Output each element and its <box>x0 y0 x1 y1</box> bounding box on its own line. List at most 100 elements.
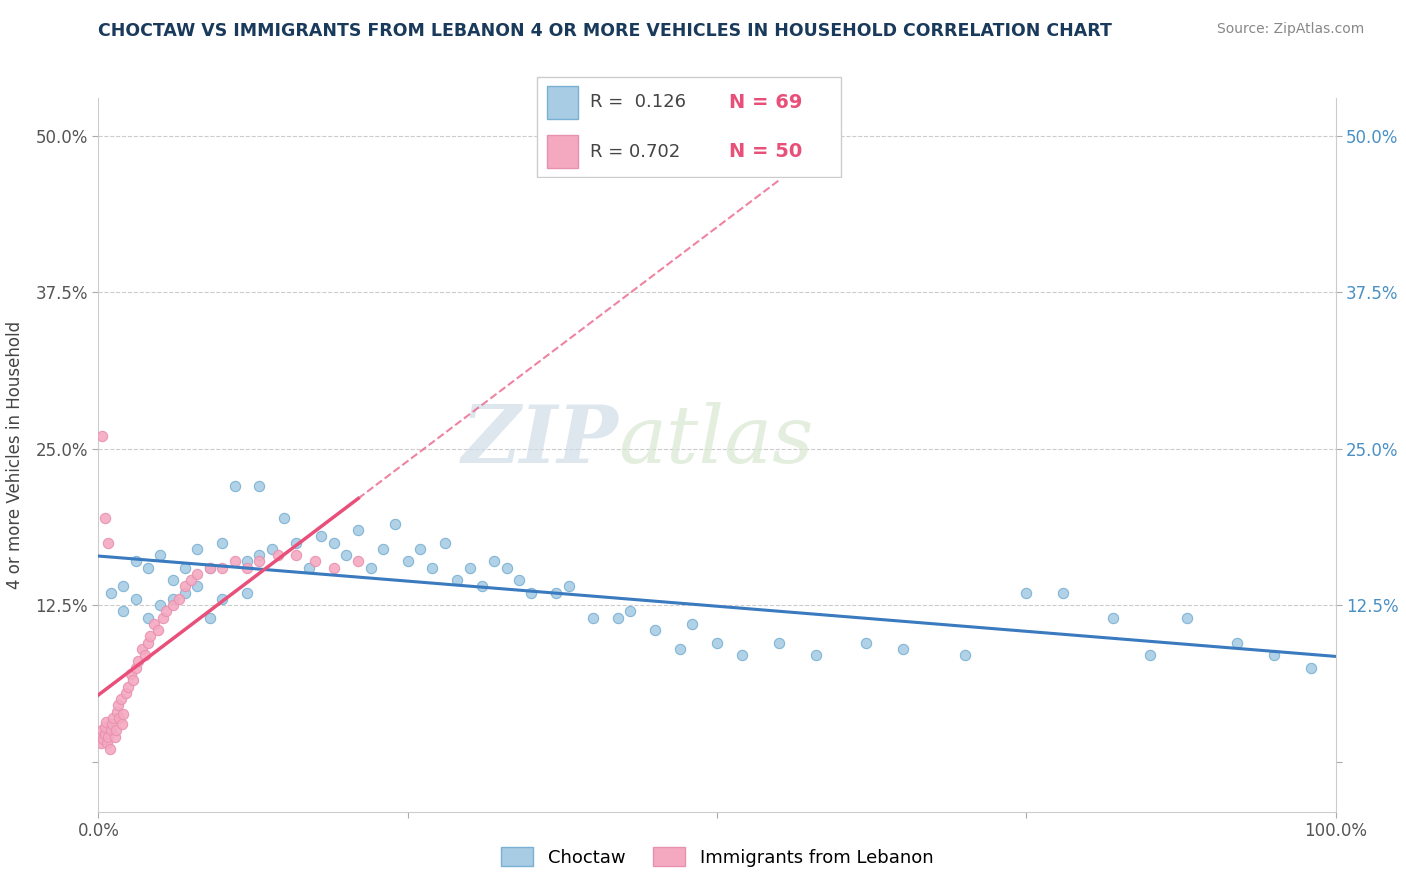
Point <box>471 579 494 593</box>
Point <box>1139 648 1161 663</box>
Point <box>247 548 270 562</box>
Point <box>236 554 259 568</box>
Point <box>143 616 166 631</box>
Point <box>458 560 481 574</box>
Point <box>131 642 153 657</box>
Point <box>94 714 117 729</box>
Point <box>891 642 914 657</box>
Point <box>360 560 382 574</box>
Point <box>211 535 233 549</box>
Text: CHOCTAW VS IMMIGRANTS FROM LEBANON 4 OR MORE VEHICLES IN HOUSEHOLD CORRELATION C: CHOCTAW VS IMMIGRANTS FROM LEBANON 4 OR … <box>98 22 1112 40</box>
Point <box>134 648 156 663</box>
Point <box>136 560 159 574</box>
Point <box>409 541 432 556</box>
Point <box>112 579 135 593</box>
Point <box>384 516 406 531</box>
Point <box>198 560 221 574</box>
Point <box>285 548 308 562</box>
Point <box>186 541 208 556</box>
Point <box>619 604 641 618</box>
Point <box>607 610 630 624</box>
Point <box>127 655 149 669</box>
Point <box>149 548 172 562</box>
Text: Source: ZipAtlas.com: Source: ZipAtlas.com <box>1216 22 1364 37</box>
Point <box>105 705 128 719</box>
Point <box>731 648 754 663</box>
Point <box>236 585 259 599</box>
Point <box>91 723 114 738</box>
Point <box>309 529 332 543</box>
Point <box>100 723 122 738</box>
Point <box>117 680 139 694</box>
Point <box>335 548 357 562</box>
Point <box>371 541 394 556</box>
Point <box>236 560 259 574</box>
Point <box>111 717 134 731</box>
Point <box>198 610 221 624</box>
Point <box>97 535 120 549</box>
FancyBboxPatch shape <box>537 77 841 178</box>
Point <box>91 429 114 443</box>
Point <box>146 623 169 637</box>
Point <box>582 610 605 624</box>
Point <box>446 573 468 587</box>
Point <box>347 554 370 568</box>
Point <box>768 636 790 650</box>
Point <box>267 548 290 562</box>
Point <box>260 541 283 556</box>
Point <box>520 585 543 599</box>
Point <box>273 510 295 524</box>
Point <box>93 732 115 747</box>
Point <box>93 720 115 734</box>
Legend: Choctaw, Immigrants from Lebanon: Choctaw, Immigrants from Lebanon <box>494 840 941 874</box>
FancyBboxPatch shape <box>547 87 578 119</box>
Point <box>198 560 221 574</box>
Point <box>136 610 159 624</box>
Point <box>681 616 703 631</box>
Point <box>104 723 127 738</box>
Point <box>103 730 125 744</box>
Point <box>108 711 131 725</box>
Text: atlas: atlas <box>619 402 814 479</box>
Point <box>124 661 146 675</box>
Point <box>298 560 321 574</box>
Point <box>120 667 142 681</box>
Point <box>155 604 177 618</box>
Point <box>247 554 270 568</box>
Point <box>110 692 132 706</box>
Point <box>96 736 118 750</box>
Point <box>644 623 666 637</box>
Point <box>211 591 233 606</box>
Point <box>557 579 579 593</box>
Point <box>484 554 506 568</box>
Point <box>93 727 115 741</box>
Point <box>162 591 184 606</box>
Point <box>97 730 120 744</box>
Point <box>186 566 208 581</box>
Point <box>114 686 136 700</box>
Point <box>1015 585 1038 599</box>
Point <box>1299 661 1322 675</box>
Point <box>855 636 877 650</box>
Point <box>495 560 517 574</box>
Point <box>322 535 344 549</box>
Point <box>100 585 122 599</box>
Point <box>162 598 184 612</box>
Point <box>396 554 419 568</box>
Point <box>149 598 172 612</box>
Point <box>174 560 197 574</box>
Point <box>162 573 184 587</box>
Point <box>93 510 115 524</box>
Point <box>136 636 159 650</box>
Point <box>422 560 444 574</box>
Point <box>508 573 530 587</box>
Point <box>112 707 135 722</box>
Point <box>174 579 197 593</box>
Point <box>1263 648 1285 663</box>
Point <box>546 585 568 599</box>
Text: N = 69: N = 69 <box>730 93 803 112</box>
Point <box>186 579 208 593</box>
Point <box>1052 585 1074 599</box>
Point <box>103 711 125 725</box>
Point <box>706 636 728 650</box>
